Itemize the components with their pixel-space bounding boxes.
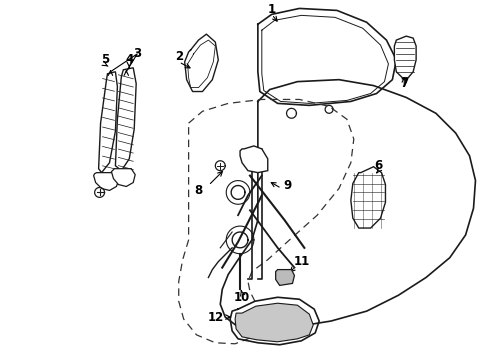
Polygon shape bbox=[98, 72, 118, 173]
Text: 9: 9 bbox=[283, 179, 292, 192]
Text: 4: 4 bbox=[125, 53, 133, 66]
Polygon shape bbox=[94, 173, 120, 190]
Polygon shape bbox=[394, 36, 416, 78]
Text: 3: 3 bbox=[133, 48, 141, 60]
Text: 1: 1 bbox=[268, 3, 276, 16]
Polygon shape bbox=[351, 167, 386, 228]
Text: 12: 12 bbox=[207, 311, 223, 324]
Polygon shape bbox=[235, 303, 313, 342]
Polygon shape bbox=[276, 270, 294, 285]
Text: 11: 11 bbox=[293, 255, 310, 268]
Text: 8: 8 bbox=[195, 184, 203, 197]
Text: 2: 2 bbox=[174, 50, 183, 63]
Text: 5: 5 bbox=[101, 53, 110, 66]
Text: 7: 7 bbox=[400, 77, 408, 90]
Text: 6: 6 bbox=[374, 159, 383, 172]
Polygon shape bbox=[111, 169, 135, 186]
Text: 10: 10 bbox=[234, 291, 250, 304]
Polygon shape bbox=[240, 146, 268, 173]
Polygon shape bbox=[116, 68, 136, 171]
